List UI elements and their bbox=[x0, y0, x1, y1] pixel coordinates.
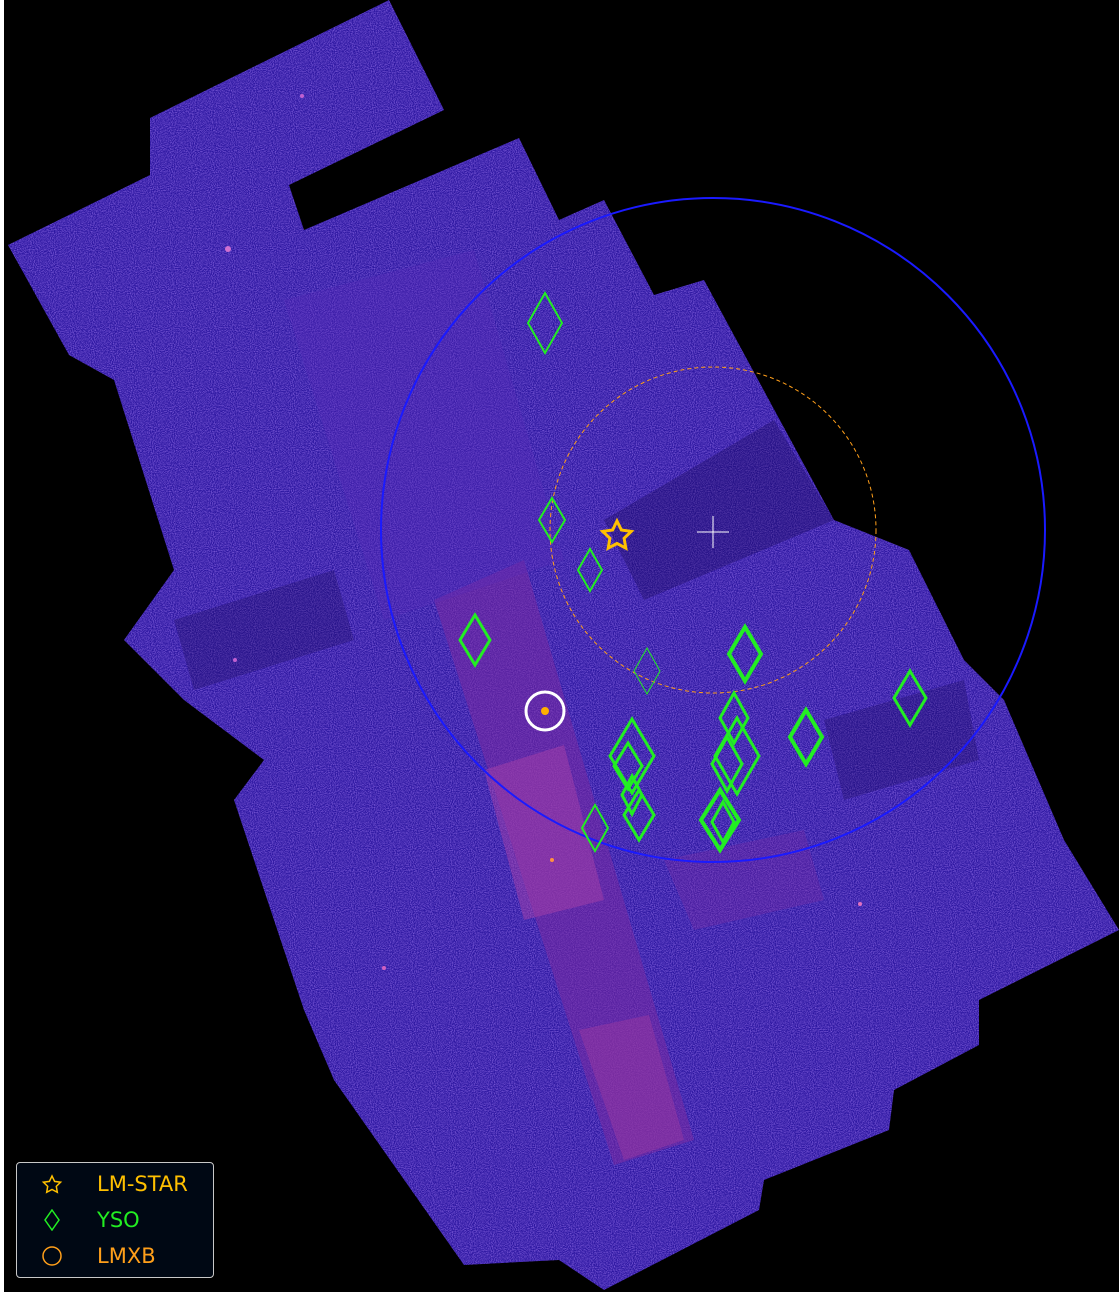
yso-marker bbox=[580, 802, 610, 854]
yso-marker bbox=[698, 786, 742, 854]
legend-item-yso: YSO bbox=[17, 1205, 215, 1235]
yso-marker bbox=[726, 623, 764, 685]
yso-marker bbox=[710, 798, 736, 846]
lmxb-marker bbox=[524, 690, 566, 732]
field-mosaic bbox=[8, 0, 1119, 1290]
yso-marker bbox=[622, 787, 656, 843]
yso-marker bbox=[633, 646, 661, 696]
yso-marker bbox=[718, 689, 750, 747]
yso-marker bbox=[526, 290, 564, 356]
lm-star-marker bbox=[599, 517, 635, 551]
star-icon bbox=[41, 1174, 63, 1194]
sky-image bbox=[4, 0, 1119, 1292]
inner-region-circle bbox=[549, 366, 877, 694]
yso-marker bbox=[710, 733, 744, 795]
legend-item-lm-star: LM-STAR bbox=[17, 1169, 215, 1199]
yso-markers bbox=[458, 290, 928, 854]
legend-label: LM-STAR bbox=[97, 1172, 188, 1196]
diamond-icon bbox=[44, 1209, 60, 1231]
yso-marker bbox=[787, 706, 825, 768]
yso-marker bbox=[458, 612, 492, 668]
legend-label: LMXB bbox=[97, 1244, 156, 1268]
yso-marker bbox=[537, 496, 567, 544]
circle-icon bbox=[42, 1246, 62, 1266]
yso-marker bbox=[612, 740, 644, 792]
point-sources bbox=[225, 94, 862, 970]
outer-region-circle bbox=[380, 197, 1046, 863]
sky-image-canvas bbox=[8, 0, 1119, 1290]
legend: LM-STAR YSO LMXB bbox=[16, 1162, 214, 1278]
yso-marker bbox=[576, 546, 604, 594]
legend-item-lmxb: LMXB bbox=[17, 1241, 215, 1271]
yso-marker bbox=[892, 668, 928, 728]
legend-label: YSO bbox=[97, 1208, 140, 1232]
center-crosshair bbox=[697, 516, 729, 548]
yso-marker bbox=[608, 716, 656, 796]
